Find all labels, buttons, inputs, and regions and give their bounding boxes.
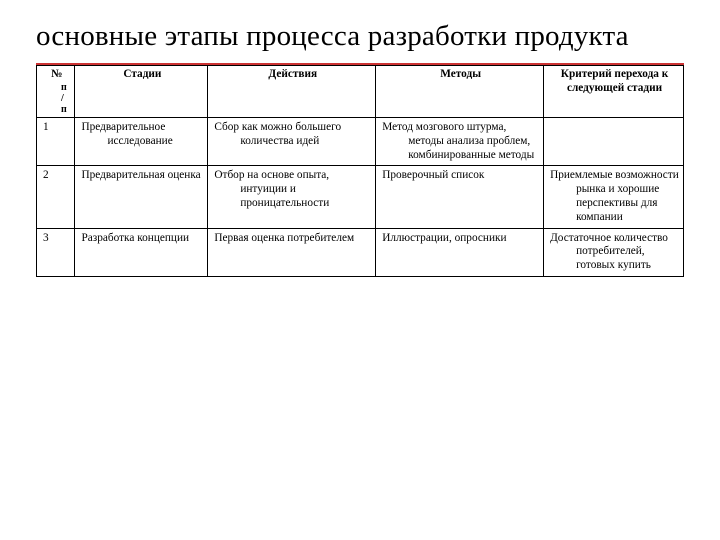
cell-action: Отбор на основе опыта, интуиции и прониц… (208, 166, 376, 228)
col-header-num: № п / п (37, 66, 75, 118)
table-header-row: № п / п Стадии Действия Методы Критерий … (37, 66, 684, 118)
cell-method: Метод мозгового штурма, методы анализа п… (376, 118, 544, 166)
cell-criteria (544, 118, 684, 166)
col-header-method: Методы (376, 66, 544, 118)
cell-criteria: Достаточное количество потребителей, гот… (544, 228, 684, 276)
cell-criteria: Приемлемые возможности рынка и хорошие п… (544, 166, 684, 228)
cell-action: Сбор как можно большего количества идей (208, 118, 376, 166)
cell-num: 2 (37, 166, 75, 228)
col-header-action: Действия (208, 66, 376, 118)
col-header-num-sub: п / п (43, 82, 70, 115)
cell-action: Первая оценка потребителем (208, 228, 376, 276)
stages-table: № п / п Стадии Действия Методы Критерий … (36, 65, 684, 277)
cell-stage: Предварительная оценка (75, 166, 208, 228)
cell-stage: Предварительное исследование (75, 118, 208, 166)
cell-method: Проверочный список (376, 166, 544, 228)
cell-num: 3 (37, 228, 75, 276)
page-title: основные этапы процесса разработки проду… (36, 20, 684, 53)
col-header-stage: Стадии (75, 66, 208, 118)
table-row: 1 Предварительное исследование Сбор как … (37, 118, 684, 166)
cell-stage: Разработка концепции (75, 228, 208, 276)
cell-method: Иллюстрации, опросники (376, 228, 544, 276)
table-row: 3 Разработка концепции Первая оценка пот… (37, 228, 684, 276)
col-header-num-label: № (43, 68, 70, 82)
col-header-criteria: Критерий перехода к следующей стадии (544, 66, 684, 118)
cell-num: 1 (37, 118, 75, 166)
table-row: 2 Предварительная оценка Отбор на основе… (37, 166, 684, 228)
table-body: 1 Предварительное исследование Сбор как … (37, 118, 684, 277)
